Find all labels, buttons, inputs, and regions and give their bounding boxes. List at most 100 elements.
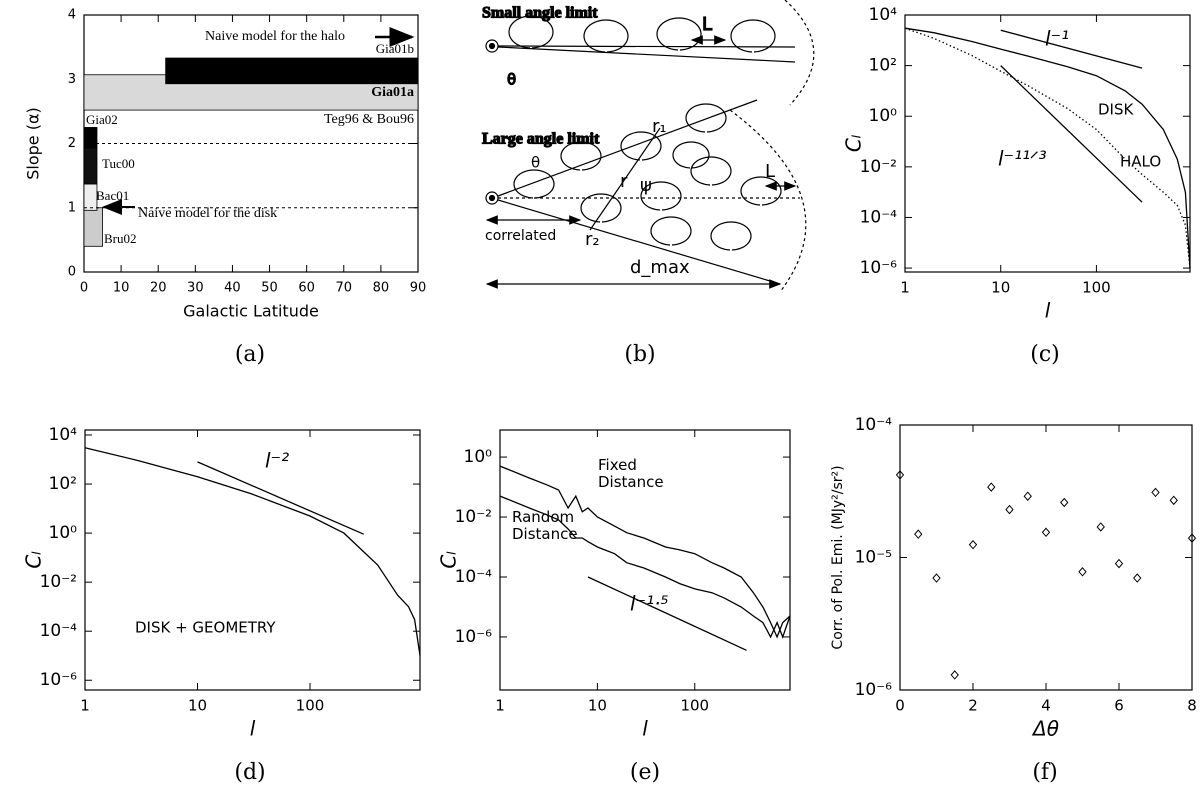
y-tick-label: 10⁻² [40,572,77,592]
series-line [499,495,791,639]
range-label: Gia01b [376,41,414,56]
boundary [784,0,815,106]
range-label: Bac01 [96,188,129,203]
x-tick-label: 0 [895,697,905,715]
x-tick-label: 100 [1082,279,1111,297]
x-tick-label: 8 [1187,697,1197,715]
caption: (f) [1032,760,1057,785]
x-tick-label: 100 [296,697,325,715]
range-label: Gia01a [371,85,414,100]
y-tick-label: 10⁴ [869,5,898,25]
caption: (a) [235,342,265,367]
point [1169,495,1178,506]
plot-frame [904,14,1191,273]
point [1041,527,1051,538]
x-tick-label: 1 [900,279,910,297]
point [1096,522,1105,532]
cloud [508,15,776,53]
y-tick-label: 4 [68,8,76,23]
annotation: Naive model for the disk [138,206,277,221]
x-axis-label: Δθ [1031,717,1059,741]
x-tick-label: 1 [495,697,505,715]
point [987,482,996,492]
point [932,573,941,583]
diagram: Small angle limit L θ Large angle limit … [481,0,815,367]
point [1151,487,1160,498]
series-label: DISK [1098,101,1134,119]
panel: 1 10 100 10⁴ 10² 10⁰ 10⁻² 10⁻⁴ 10⁻⁶ l Cₗ (d) DISK + … [22,425,421,785]
series-line [499,465,791,639]
diagram-title: Large angle limit [482,131,600,148]
panel: 0 10 20 30 40 50 60 70 80 90 0 1 2 3 4 Galactic Latitud… [24,8,427,368]
ray [497,45,796,48]
y-tick-label: 10² [869,56,897,76]
x-tick-label: 20 [150,281,167,296]
plot-frame [899,424,1193,691]
y-tick-label: 10⁻² [455,507,492,527]
series-label-line: Random [512,508,574,526]
series-line [84,447,421,656]
label: correlated [485,228,556,244]
diagram-title: Small angle limit [482,5,598,22]
x-axis-label: l [642,717,648,741]
series-label-line: Distance [598,473,664,491]
y-tick-label: 10⁰ [464,447,493,467]
label: θ [507,71,516,89]
label: r₂ [585,229,600,250]
label: r [620,171,628,192]
x-tick-label: 10 [991,279,1010,297]
series-label: Fixed Distance [598,456,664,491]
point [1114,558,1124,569]
x-axis-label: l [1045,299,1051,323]
point [1060,497,1069,508]
range-label: Gia02 [86,112,118,127]
panel: 1 10 100 10⁴ 10² 10⁰ 10⁻² 10⁻⁴ 10⁻⁶ l Cₗ (c) DISK HAL… [842,5,1191,367]
caption: (b) [624,342,655,367]
x-tick-label: 0 [80,281,88,296]
ray [497,46,796,63]
cloud [513,103,782,251]
x-tick-label: 1 [80,697,90,715]
y-tick-label: 10⁻⁴ [40,621,78,641]
y-tick-label: 10⁻⁴ [855,415,893,435]
range-label: Tuc00 [102,156,135,171]
series-label: Random Distance [512,508,578,543]
series-label-line: Fixed [598,456,637,474]
ray [497,99,758,197]
series-label: l⁻² [265,449,289,473]
y-tick-label: 2 [68,136,76,151]
series-label: HALO [1120,153,1161,171]
label: L [702,14,712,35]
label: θ [531,154,540,172]
point [968,539,978,550]
annotation: Teg96 & Bou96 [324,112,414,127]
series-line [904,27,1191,269]
x-tick-label: 60 [298,281,315,296]
y-tick-label: 10⁴ [49,425,78,445]
annotation: Naive model for the halo [205,29,345,44]
ray [497,199,781,285]
chord [589,127,661,231]
range-bar [83,127,98,149]
series-label: l⁻¹¹ᐟ³ [998,147,1047,171]
y-tick-label: 10⁰ [869,106,898,126]
panel: 0 2 4 6 8 10⁻⁴ 10⁻⁵ 10⁻⁶ Δθ Corr. of Pol. Emi. (M… [830,415,1197,785]
series-line [1000,29,1143,69]
x-tick-label: 100 [680,697,709,715]
point [1023,491,1032,501]
caption: (d) [234,760,265,785]
y-tick-label: 10⁻⁶ [40,670,78,690]
y-axis-label: Cₗ [842,134,866,152]
x-tick-label: 10 [188,697,207,715]
label: r₁ [652,116,667,137]
x-tick-label: 40 [224,281,241,296]
plot-frame [84,429,421,691]
y-axis-label: Corr. of Pol. Emi. (MJy²/sr²) [830,465,846,649]
y-axis-label: Slope (α) [24,107,43,180]
point [1005,504,1014,515]
point [895,470,905,480]
x-tick-label: 70 [336,281,353,296]
x-tick-label: 10 [588,697,607,715]
y-axis-label: Cₗ [22,551,46,569]
